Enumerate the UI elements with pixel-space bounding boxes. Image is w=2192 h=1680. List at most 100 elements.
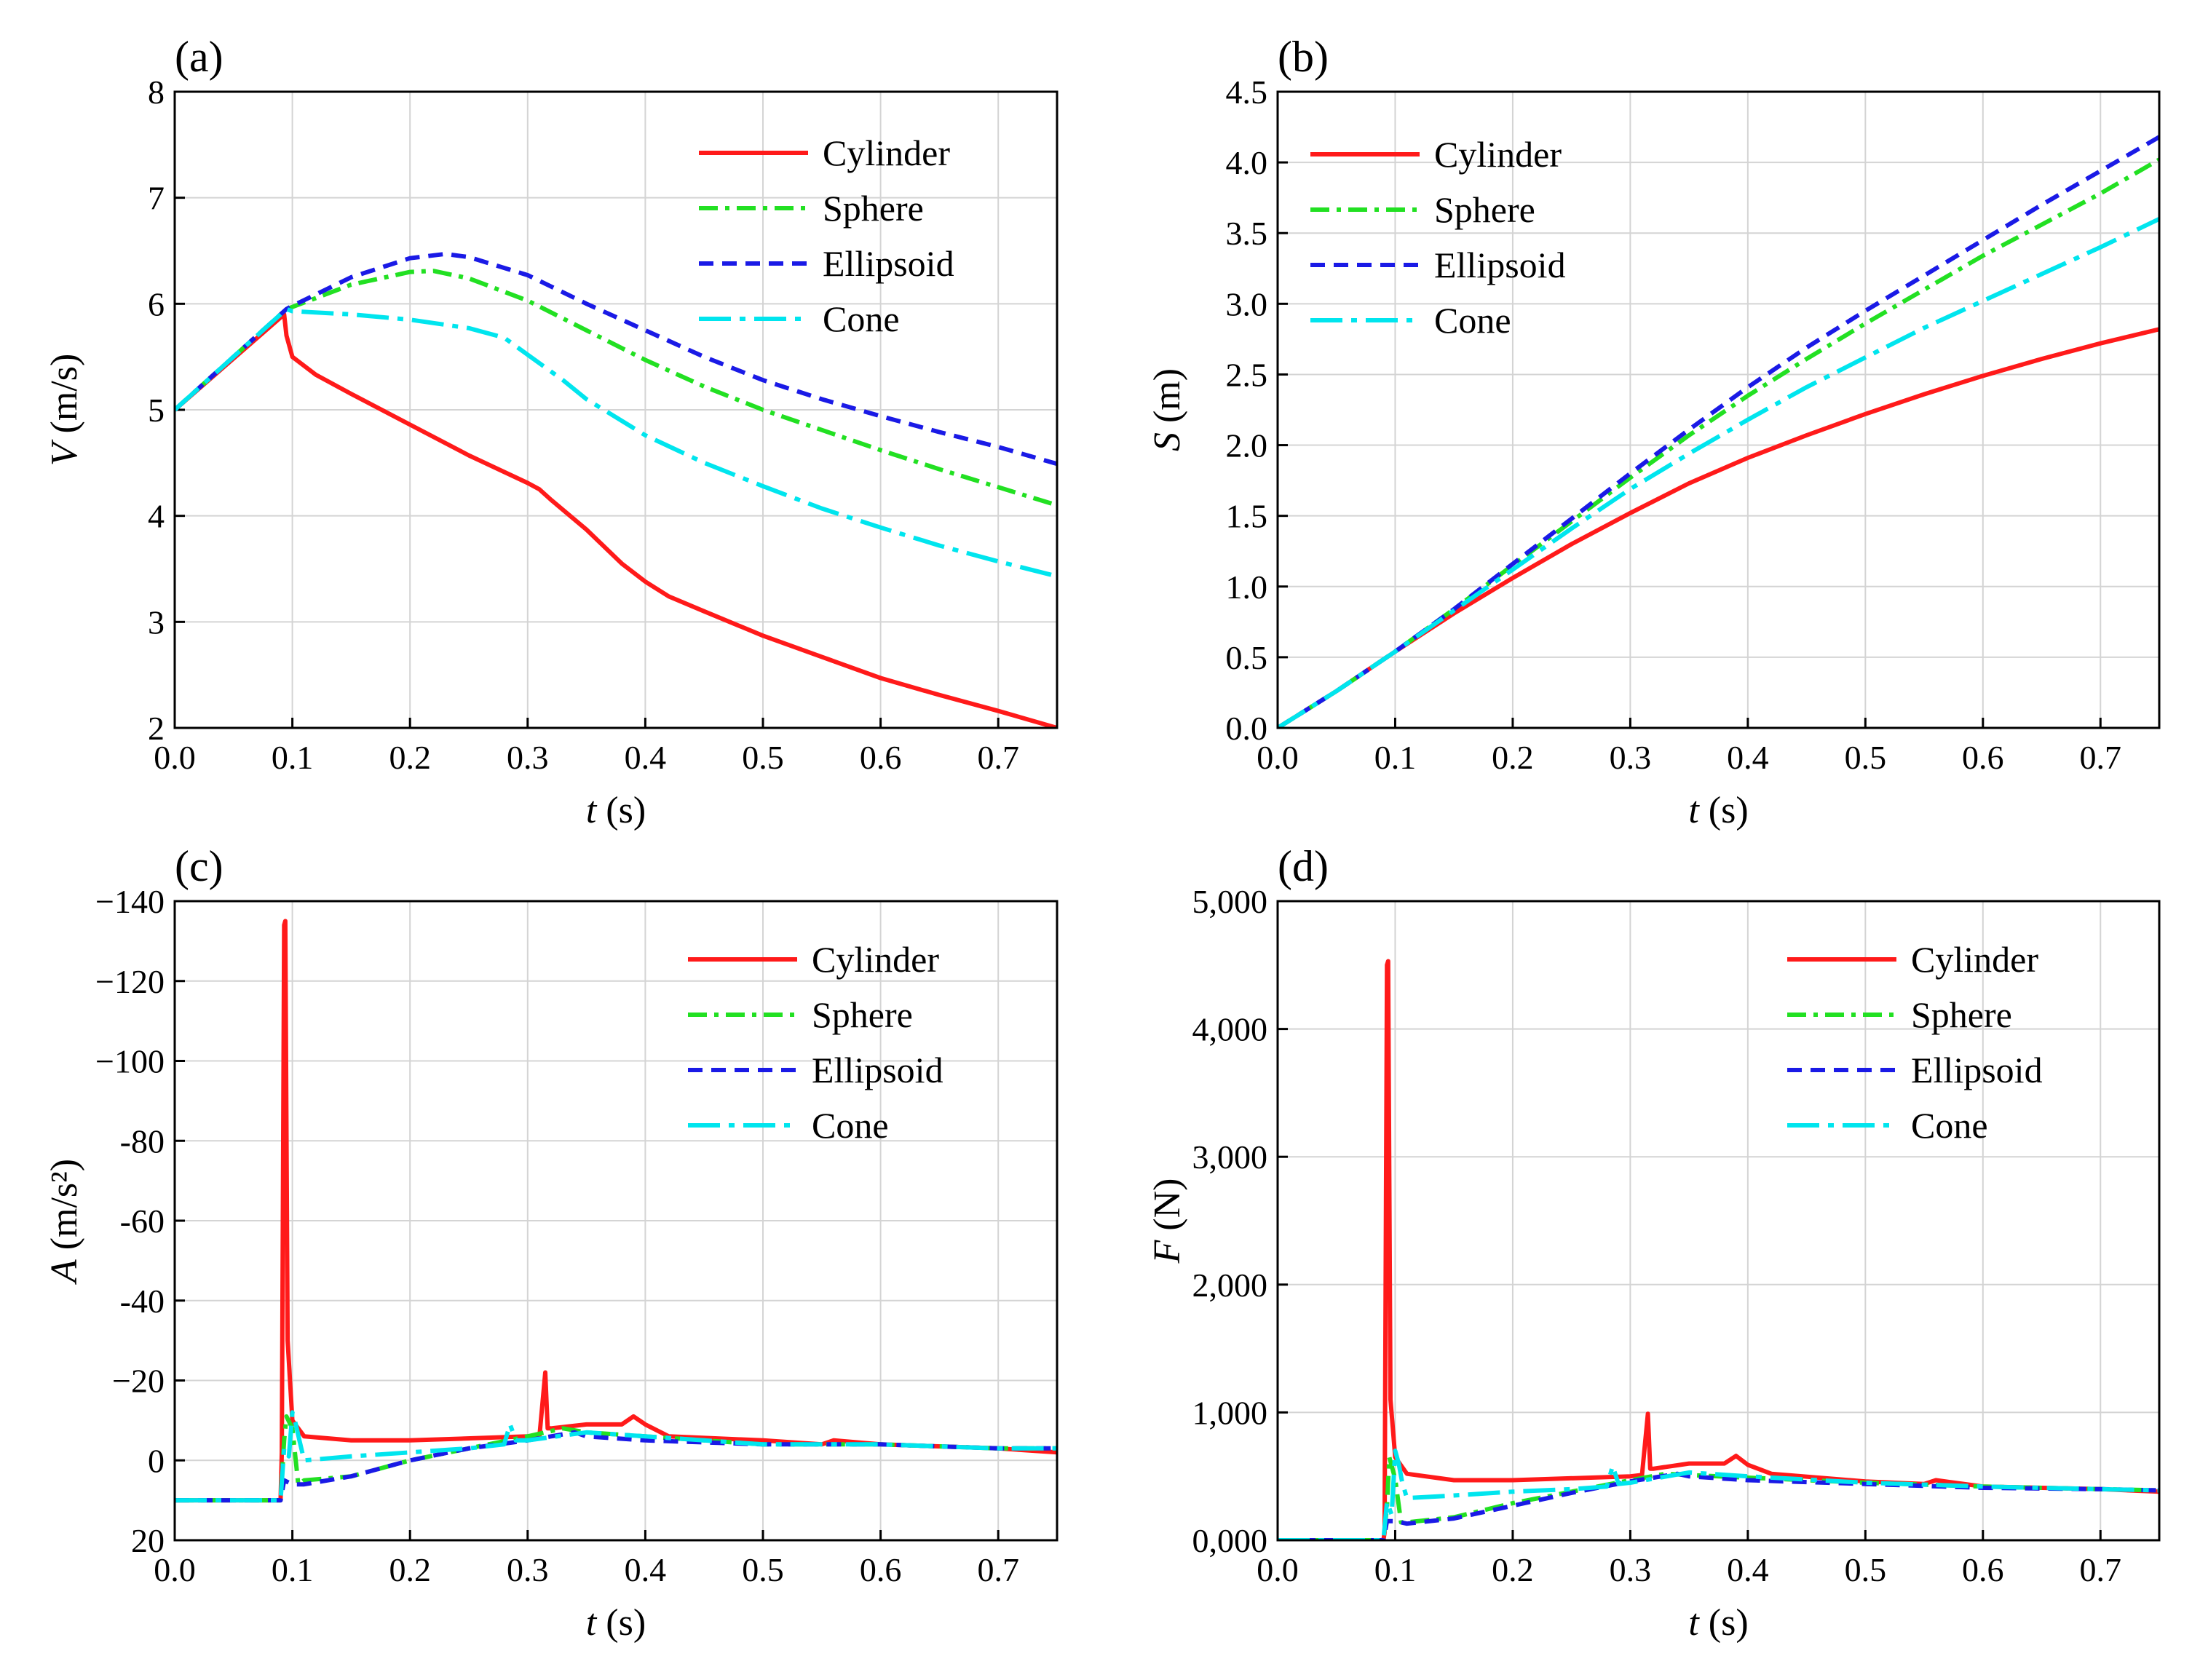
x-axis-variable: t	[586, 790, 598, 831]
y-axis-title: V (m/s)	[44, 354, 85, 467]
legend-label-cone: Cone	[812, 1105, 889, 1146]
x-tick-label: 0.7	[2080, 1551, 2122, 1588]
y-axis-variable: S	[1147, 432, 1188, 451]
y-tick-label: 5	[148, 392, 165, 429]
legend-label-sphere: Sphere	[823, 188, 924, 229]
y-tick-label: −100	[95, 1043, 165, 1080]
legend-label-cone: Cone	[1911, 1105, 1988, 1146]
x-tick-label: 0.4	[1727, 739, 1769, 776]
y-tick-label: 7	[148, 180, 165, 217]
series-line-cylinder	[175, 312, 1057, 728]
x-tick-label: 0.2	[1492, 739, 1534, 776]
legend-label-cylinder: Cylinder	[1911, 939, 2038, 980]
y-tick-label: 0.5	[1226, 639, 1268, 676]
series-line-cylinder	[1278, 959, 2159, 1540]
x-axis-unit: (s)	[1699, 1602, 1749, 1644]
y-axis-unit: (m/s)	[44, 354, 85, 443]
y-tick-label: −20	[112, 1363, 165, 1400]
series-line-cone	[175, 1410, 1057, 1503]
y-axis-unit: (N)	[1147, 1178, 1188, 1240]
x-axis-title: t (s)	[586, 1602, 646, 1644]
panel-label: (a)	[175, 33, 223, 81]
x-tick-label: 0.7	[977, 1551, 1019, 1588]
panel-a: 0.0 0.1 0.2 0.3 0.4 0.5 0.6 0.7 2 3 4 5 6 7 8 t (s) V (m…	[44, 33, 1059, 831]
legend-label-cone: Cone	[823, 298, 900, 339]
panel-b: 0.0 0.1 0.2 0.3 0.4 0.5 0.6 0.7 0.0 0.5 1.0 1.5 2.0 2…	[1147, 33, 2161, 831]
y-tick-label: 1.0	[1226, 568, 1268, 606]
x-tick-label: 0.1	[272, 1551, 314, 1588]
x-tick-label: 0.2	[1492, 1551, 1534, 1588]
y-tick-label: 2	[148, 710, 165, 747]
plot-frame	[173, 900, 1059, 1542]
legend-label-cylinder: Cylinder	[1434, 134, 1562, 175]
series-line-cone	[1278, 1449, 2159, 1540]
legend-label-ellipsoid: Ellipsoid	[823, 243, 954, 284]
series-line-cone	[1278, 217, 2159, 728]
x-axis-title: t (s)	[1688, 790, 1748, 831]
y-tick-label: 2.5	[1226, 356, 1268, 393]
y-axis-variable: V	[44, 439, 85, 466]
legend: Cylinder Sphere Ellipsoid Cone	[688, 939, 943, 1146]
x-tick-label: 0.5	[1845, 739, 1887, 776]
y-tick-label: 0	[148, 1442, 165, 1479]
y-axis-variable: F	[1147, 1239, 1188, 1264]
panel-d: 0.0 0.1 0.2 0.3 0.4 0.5 0.6 0.7 0,000 1,000 2,000 3…	[1147, 842, 2161, 1644]
x-tick-label: 0.1	[272, 739, 314, 776]
series-line-ellipsoid	[175, 1430, 1057, 1503]
legend-label-sphere: Sphere	[1434, 189, 1535, 230]
y-tick-label: 3	[148, 603, 165, 641]
x-axis-unit: (s)	[1699, 790, 1749, 831]
x-tick-label: 0.6	[1962, 739, 2004, 776]
y-tick-label: 0.0	[1226, 710, 1268, 747]
y-axis-title: A (m/s²)	[44, 1159, 85, 1285]
x-tick-label: 0.4	[625, 739, 667, 776]
series-line-sphere	[1278, 1454, 2159, 1540]
plot-frame	[173, 90, 1059, 729]
legend-label-sphere: Sphere	[1911, 994, 2012, 1035]
series-line-ellipsoid	[1278, 1471, 2159, 1540]
plot-frame	[1276, 900, 2161, 1542]
y-axis-unit: (m/s²)	[44, 1159, 85, 1259]
x-axis-variable: t	[1688, 790, 1700, 831]
series-line-cylinder	[175, 919, 1057, 1503]
y-tick-label: −120	[95, 963, 165, 1000]
x-tick-label: 0.5	[742, 1551, 784, 1588]
y-tick-label: 20	[131, 1522, 165, 1559]
y-tick-label: 4	[148, 498, 165, 535]
panel-label: (c)	[175, 842, 223, 890]
legend: Cylinder Sphere Ellipsoid Cone	[699, 132, 954, 339]
x-axis-unit: (s)	[596, 790, 646, 831]
series-line-cone	[175, 306, 1057, 579]
y-axis-variable: A	[44, 1259, 85, 1285]
panel-label: (d)	[1278, 842, 1329, 890]
y-tick-label: −140	[95, 883, 165, 920]
x-axis-title: t (s)	[1688, 1602, 1748, 1644]
y-tick-label: 4,000	[1192, 1011, 1268, 1048]
series-line-sphere	[1278, 157, 2159, 728]
legend-label-sphere: Sphere	[812, 994, 913, 1035]
series-line-cylinder	[1278, 327, 2159, 728]
x-tick-label: 0.6	[1962, 1551, 2004, 1588]
x-tick-label: 0.4	[625, 1551, 667, 1588]
legend-label-cone: Cone	[1434, 300, 1511, 341]
y-tick-label: 8	[148, 74, 165, 111]
legend-label-ellipsoid: Ellipsoid	[812, 1050, 943, 1090]
x-tick-label: 0.3	[1610, 1551, 1652, 1588]
x-tick-label: 0.4	[1727, 1551, 1769, 1588]
y-axis-unit: (m)	[1147, 368, 1188, 432]
x-tick-label: 0.3	[507, 739, 549, 776]
legend-label-cylinder: Cylinder	[823, 132, 950, 173]
y-tick-label: 6	[148, 285, 165, 322]
x-tick-label: 0.2	[389, 1551, 431, 1588]
y-tick-label: 2.0	[1226, 427, 1268, 464]
x-axis-variable: t	[1688, 1602, 1700, 1644]
legend: Cylinder Sphere Ellipsoid Cone	[1787, 939, 2043, 1146]
x-tick-label: 0.0	[154, 1551, 196, 1588]
legend: Cylinder Sphere Ellipsoid Cone	[1310, 134, 1566, 341]
x-tick-label: 0.3	[507, 1551, 549, 1588]
legend-label-ellipsoid: Ellipsoid	[1434, 245, 1566, 285]
x-tick-label: 0.0	[1257, 1551, 1299, 1588]
x-tick-label: 0.0	[1257, 739, 1299, 776]
x-tick-label: 0.1	[1374, 1551, 1417, 1588]
